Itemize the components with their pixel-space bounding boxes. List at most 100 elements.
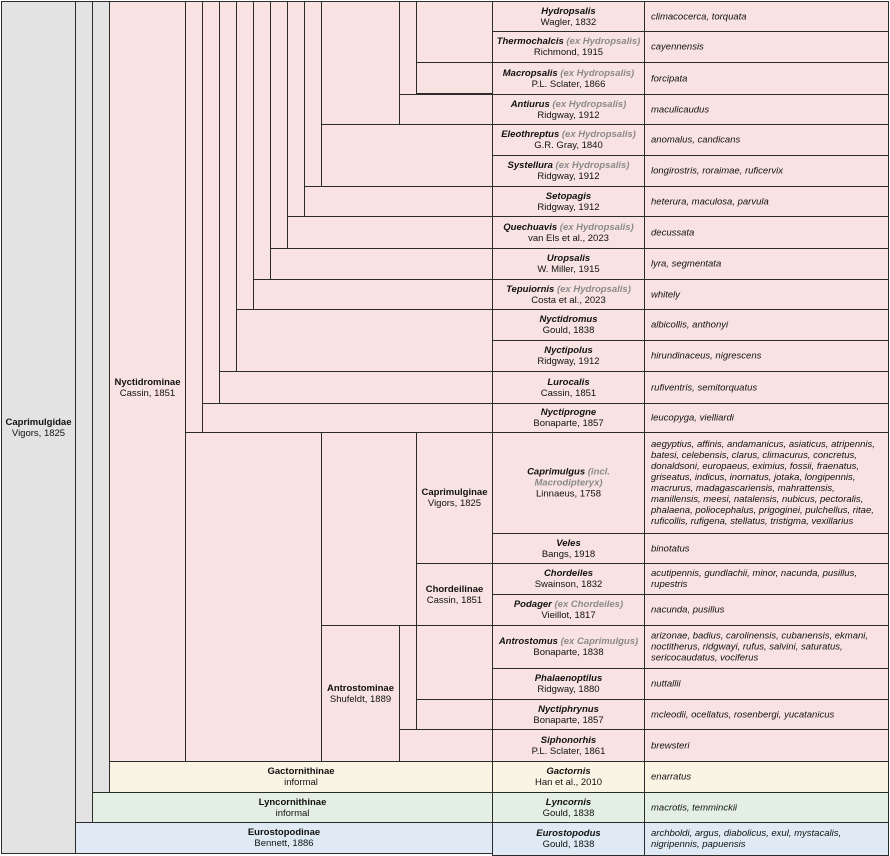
species-list: heterura, maculosa, parvula <box>651 196 769 207</box>
genus-author: Wagler, 1832 <box>540 16 597 28</box>
link-nyctiprogne <box>202 403 493 433</box>
genus-label: Caprimulgus (incl. Macrodipteryx) Linnaeu… <box>493 467 644 500</box>
genus-name: Antrostomus <box>498 636 558 647</box>
genus-author: Costa et al., 2023 <box>531 294 606 306</box>
genus-name-line: Eleothreptus (ex Hydropsalis) <box>495 129 642 140</box>
genus-author: Linnaeus, 1758 <box>536 488 601 500</box>
link-setopagis <box>304 186 493 217</box>
species-cell: anomalus, candicans <box>644 124 889 156</box>
genus-name: Nyctiphrynus <box>538 703 599 715</box>
clade-stem-2 <box>92 1 110 793</box>
genus-name-line: Nyctiphrynus <box>495 704 642 715</box>
genus-name-line: Thermochalcis (ex Hydropsalis) <box>495 36 642 47</box>
genus-name: Siphonorhis <box>540 734 597 746</box>
genus-name-line: Quechuavis (ex Hydropsalis) <box>495 222 642 233</box>
genus-label: Thermochalcis (ex Hydropsalis) Richmond, … <box>493 36 644 58</box>
species-list: brewsteri <box>651 740 690 751</box>
genus-label: Lyncornis Gould, 1838 <box>493 797 644 819</box>
genus-name: Tepuiornis <box>506 283 555 295</box>
eurostopodinae-label: Eurostopodinae Bennett, 1886 <box>76 827 492 849</box>
genus-name-line: Nyctiprogne <box>495 407 642 418</box>
genus-author: Bonaparte, 1857 <box>533 418 604 429</box>
caprimulginae-name: Caprimulginae <box>421 487 488 498</box>
link-uropsalis <box>270 248 493 280</box>
genus-cell: Chordeiles Swainson, 1832 <box>492 563 645 595</box>
genus-cell: Nyctipolus Ridgway, 1912 <box>492 340 645 372</box>
link-nyctidromus <box>236 309 493 372</box>
genus-name: Veles <box>556 537 581 549</box>
genus-cell: Nyctidromus Gould, 1838 <box>492 309 645 341</box>
genus-name: Lurocalis <box>547 376 590 388</box>
species-list: enarratus <box>651 771 692 783</box>
species-list: cayennensis <box>651 41 704 53</box>
link-lurocalis <box>219 371 493 404</box>
genus-cell: Uropsalis W. Miller, 1915 <box>492 248 645 280</box>
genus-name-line: Macropsalis (ex Hydropsalis) <box>495 68 642 79</box>
genus-cell: Setopagis Ridgway, 1912 <box>492 186 645 217</box>
genus-cell: Thermochalcis (ex Hydropsalis) Richmond, … <box>492 31 645 63</box>
subfamily-gactornithinae: Gactornithinae informal <box>109 761 493 793</box>
nyctidrominae-author: Cassin, 1851 <box>119 388 176 399</box>
species-cell: acutipennis, gundlachii, minor, nacunda,… <box>644 563 889 595</box>
subfamily-eurostopodinae: Eurostopodinae Bennett, 1886 <box>75 822 493 854</box>
species-list: hirundinaceus, nigrescens <box>651 350 762 362</box>
species-cell: forcipata <box>644 62 889 95</box>
chordeilinae-author: Cassin, 1851 <box>426 594 483 606</box>
species-cell: brewsteri <box>644 729 889 762</box>
genus-former-name: (ex Hydropsalis) <box>563 36 641 47</box>
species-list: leucopyga, vielliardi <box>651 412 734 424</box>
genus-name: Lyncornis <box>545 796 592 808</box>
genus-label: Gactornis Han et al., 2010 <box>493 766 644 788</box>
genus-label: Eurostopodus Gould, 1838 <box>493 828 644 850</box>
genus-cell: Lurocalis Cassin, 1851 <box>492 371 645 404</box>
genus-name-line: Tepuiornis (ex Hydropsalis) <box>495 284 642 295</box>
genus-author: Cassin, 1851 <box>540 387 597 399</box>
eurostopodinae-author: Bennett, 1886 <box>254 838 314 849</box>
genus-label: Nyctiprogne Bonaparte, 1857 <box>493 407 644 429</box>
link-nyctiphrynus <box>416 699 493 730</box>
link-eleothreptus <box>321 124 493 187</box>
species-list: climacocerca, torquata <box>651 11 747 22</box>
genus-name: Macropsalis <box>502 67 558 79</box>
link-quechuavis <box>287 216 493 249</box>
link-tepuiornis <box>253 279 493 310</box>
subfamily-nyctidrominae: Nyctidrominae Cassin, 1851 <box>109 1 186 762</box>
genus-name-line: Veles <box>495 538 642 549</box>
species-list: macrotis, temminckii <box>651 802 738 813</box>
species-cell: mcleodii, ocellatus, rosenbergi, yucatan… <box>644 699 889 730</box>
genus-name: Systellura <box>507 160 553 171</box>
genus-cell: Lyncornis Gould, 1838 <box>492 792 645 823</box>
genus-author: Gould, 1838 <box>542 839 595 850</box>
antrostominae-label: Antrostominae Shufeldt, 1889 <box>322 683 399 705</box>
species-list: anomalus, candicans <box>651 134 741 146</box>
genus-name: Nyctipolus <box>544 345 593 356</box>
clade-a1 <box>399 625 417 730</box>
clade-n1 <box>185 1 203 433</box>
gactornithinae-author: informal <box>284 777 318 788</box>
clade-c1 <box>185 432 322 762</box>
family-name: Caprimulgidae <box>5 416 72 428</box>
genus-label: Antrostomus (ex Caprimulgus) Bonaparte, 1… <box>493 636 644 658</box>
genus-name-line: Chordeiles <box>495 568 642 579</box>
genus-name: Setopagis <box>545 190 592 202</box>
species-cell: longirostris, roraimae, ruficervix <box>644 155 889 187</box>
species-cell: macrotis, temminckii <box>644 792 889 823</box>
genus-label: Setopagis Ridgway, 1912 <box>493 191 644 213</box>
genus-name-line: Antiurus (ex Hydropsalis) <box>495 99 642 110</box>
species-list: albicollis, anthonyi <box>651 319 729 331</box>
genus-former-name: (ex Hydropsalis) <box>554 283 631 295</box>
genus-name: Uropsalis <box>546 253 591 264</box>
genus-author: Ridgway, 1880 <box>537 684 600 695</box>
species-list: forcipata <box>651 73 688 84</box>
clade-a2 <box>416 625 493 700</box>
clade-n2 <box>202 1 220 404</box>
clade-n8 <box>304 1 322 187</box>
genus-name: Caprimulgus <box>527 466 586 478</box>
clade-c2 <box>321 432 417 626</box>
genus-cell: Quechuavis (ex Hydropsalis) van Els et al… <box>492 216 645 249</box>
genus-author: Vieillot, 1817 <box>541 610 596 621</box>
genus-label: Lurocalis Cassin, 1851 <box>493 377 644 399</box>
genus-former-name: (ex Hydropsalis) <box>552 160 630 171</box>
genus-former-name: (ex Hydropsalis) <box>549 98 627 110</box>
chordeilinae-label: Chordeilinae Cassin, 1851 <box>417 584 492 606</box>
